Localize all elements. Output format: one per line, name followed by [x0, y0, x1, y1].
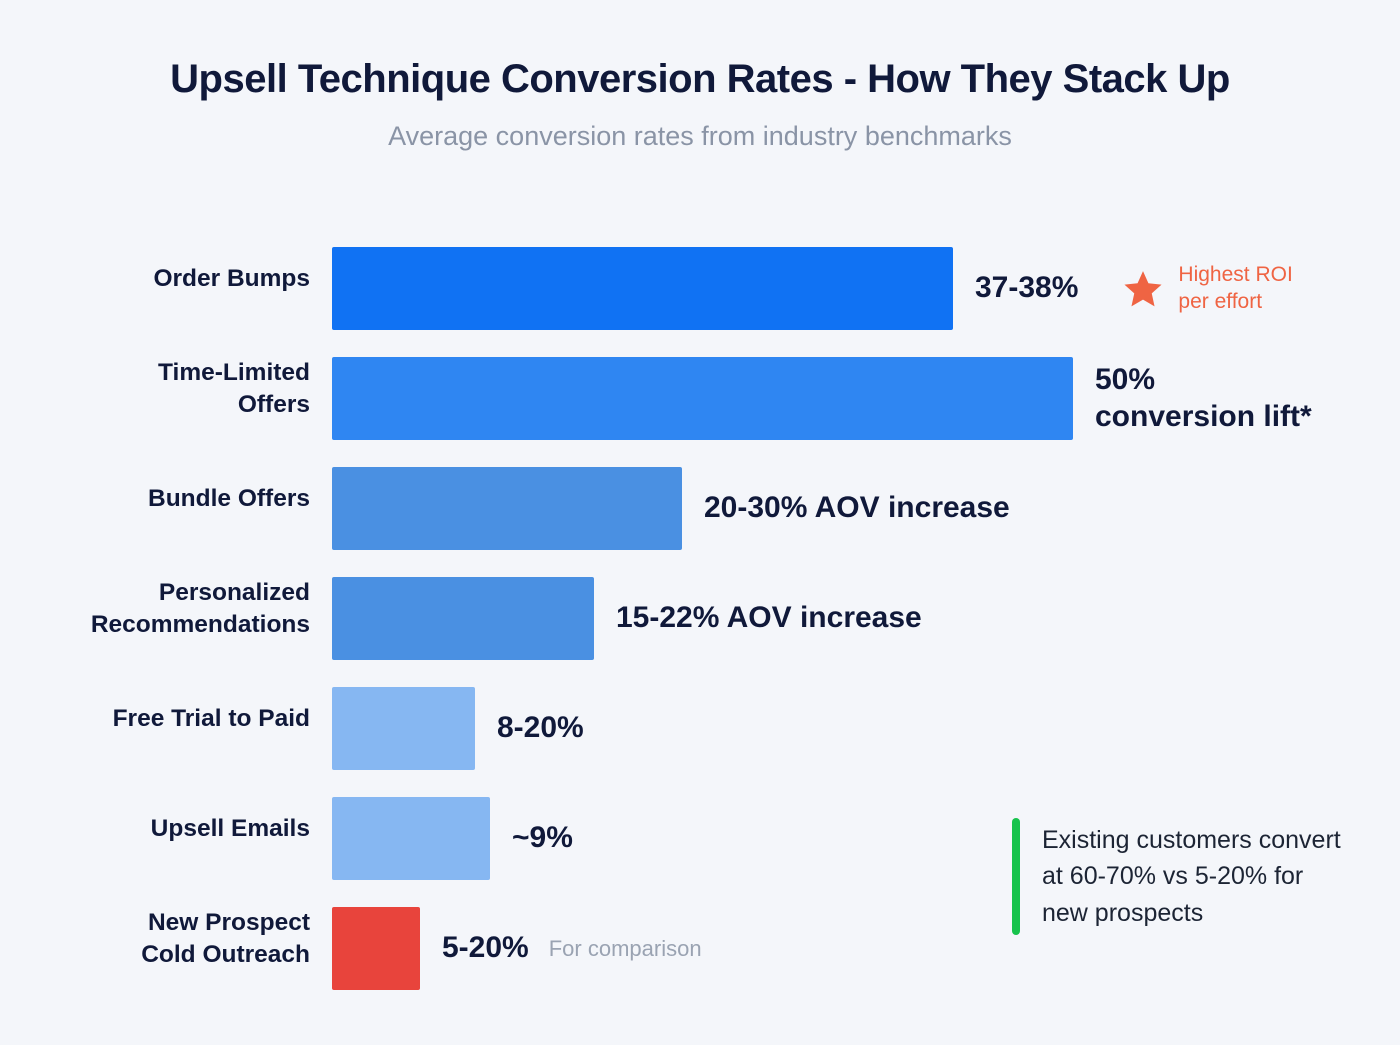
- bar-track: 20-30% AOV increase: [332, 467, 1400, 550]
- highlight-annotation: Highest ROI per effort: [1122, 262, 1293, 316]
- page-subtitle: Average conversion rates from industry b…: [388, 121, 1012, 151]
- bar-row: Time-Limited Offers 50% conversion lift*: [0, 347, 1400, 457]
- bar-value-label: 50% conversion lift*: [1095, 362, 1312, 433]
- bar-value-label: 8-20%: [497, 711, 584, 745]
- bar-row: Personalized Recommendations 15-22% AOV …: [0, 567, 1400, 677]
- bar-new-prospect-cold-outreach[interactable]: [332, 907, 420, 990]
- bar-category-label: Bundle Offers: [148, 484, 310, 512]
- callout-accent-bar: [1012, 818, 1020, 935]
- bar-category-label: Order Bumps: [153, 264, 310, 292]
- highlight-text: Highest ROI per effort: [1178, 262, 1293, 313]
- bar-value-group: 15-22% AOV increase: [616, 577, 922, 660]
- bar-value-group: ~9%: [512, 797, 573, 880]
- chart-header: Upsell Technique Conversion Rates - How …: [0, 0, 1400, 152]
- bar-value-group: 20-30% AOV increase: [704, 467, 1010, 550]
- bar-category-label: Free Trial to Paid: [112, 704, 310, 732]
- page-title: Upsell Technique Conversion Rates - How …: [170, 57, 1230, 101]
- star-icon: [1122, 268, 1164, 310]
- bar-category-label: Time-Limited Offers: [157, 359, 310, 418]
- bar-row: Bundle Offers 20-30% AOV increase: [0, 457, 1400, 567]
- bar-value-group: 8-20%: [497, 687, 584, 770]
- bar-bundle-offers[interactable]: [332, 467, 682, 550]
- bar-value-group: 50% conversion lift*: [1095, 357, 1312, 440]
- bar-value-label: 15-22% AOV increase: [616, 601, 922, 635]
- bar-value-group: 5-20% For comparison: [442, 907, 702, 990]
- bar-time-limited-offers[interactable]: [332, 357, 1073, 440]
- bar-category-label: New Prospect Cold Outreach: [141, 909, 310, 968]
- bar-track: ~9%: [332, 797, 1400, 880]
- bar-track: 15-22% AOV increase: [332, 577, 1400, 660]
- bar-free-trial-to-paid[interactable]: [332, 687, 475, 770]
- callout-box: Existing customers convert at 60-70% vs …: [1012, 818, 1342, 935]
- bar-track: 37-38% Highest ROI per effort: [332, 247, 1400, 330]
- bar-track: 50% conversion lift*: [332, 357, 1400, 440]
- bar-value-group: 37-38% Highest ROI per effort: [975, 247, 1293, 330]
- bar-category-label: Personalized Recommendations: [90, 579, 310, 638]
- bar-row: New Prospect Cold Outreach 5-20% For com…: [0, 897, 1400, 1007]
- callout-text: Existing customers convert at 60-70% vs …: [1042, 826, 1341, 927]
- bar-personalized-recommendations[interactable]: [332, 577, 594, 660]
- bar-value-label: ~9%: [512, 821, 573, 855]
- bar-value-label: 20-30% AOV increase: [704, 491, 1010, 525]
- bar-upsell-emails[interactable]: [332, 797, 490, 880]
- bar-value-label: 5-20%: [442, 931, 529, 965]
- bar-order-bumps[interactable]: [332, 247, 953, 330]
- bar-category-label: Upsell Emails: [150, 814, 310, 842]
- bar-row: Order Bumps 37-38% Highest ROI per effor…: [0, 237, 1400, 347]
- bar-row: Free Trial to Paid 8-20%: [0, 677, 1400, 787]
- bar-track: 5-20% For comparison: [332, 907, 1400, 990]
- bar-row: Upsell Emails ~9%: [0, 787, 1400, 897]
- bar-value-label: 37-38%: [975, 271, 1079, 305]
- bar-chart-plot-area: Order Bumps 37-38% Highest ROI per effor…: [0, 237, 1400, 1007]
- bar-track: 8-20%: [332, 687, 1400, 770]
- bar-note-label: For comparison: [548, 935, 702, 961]
